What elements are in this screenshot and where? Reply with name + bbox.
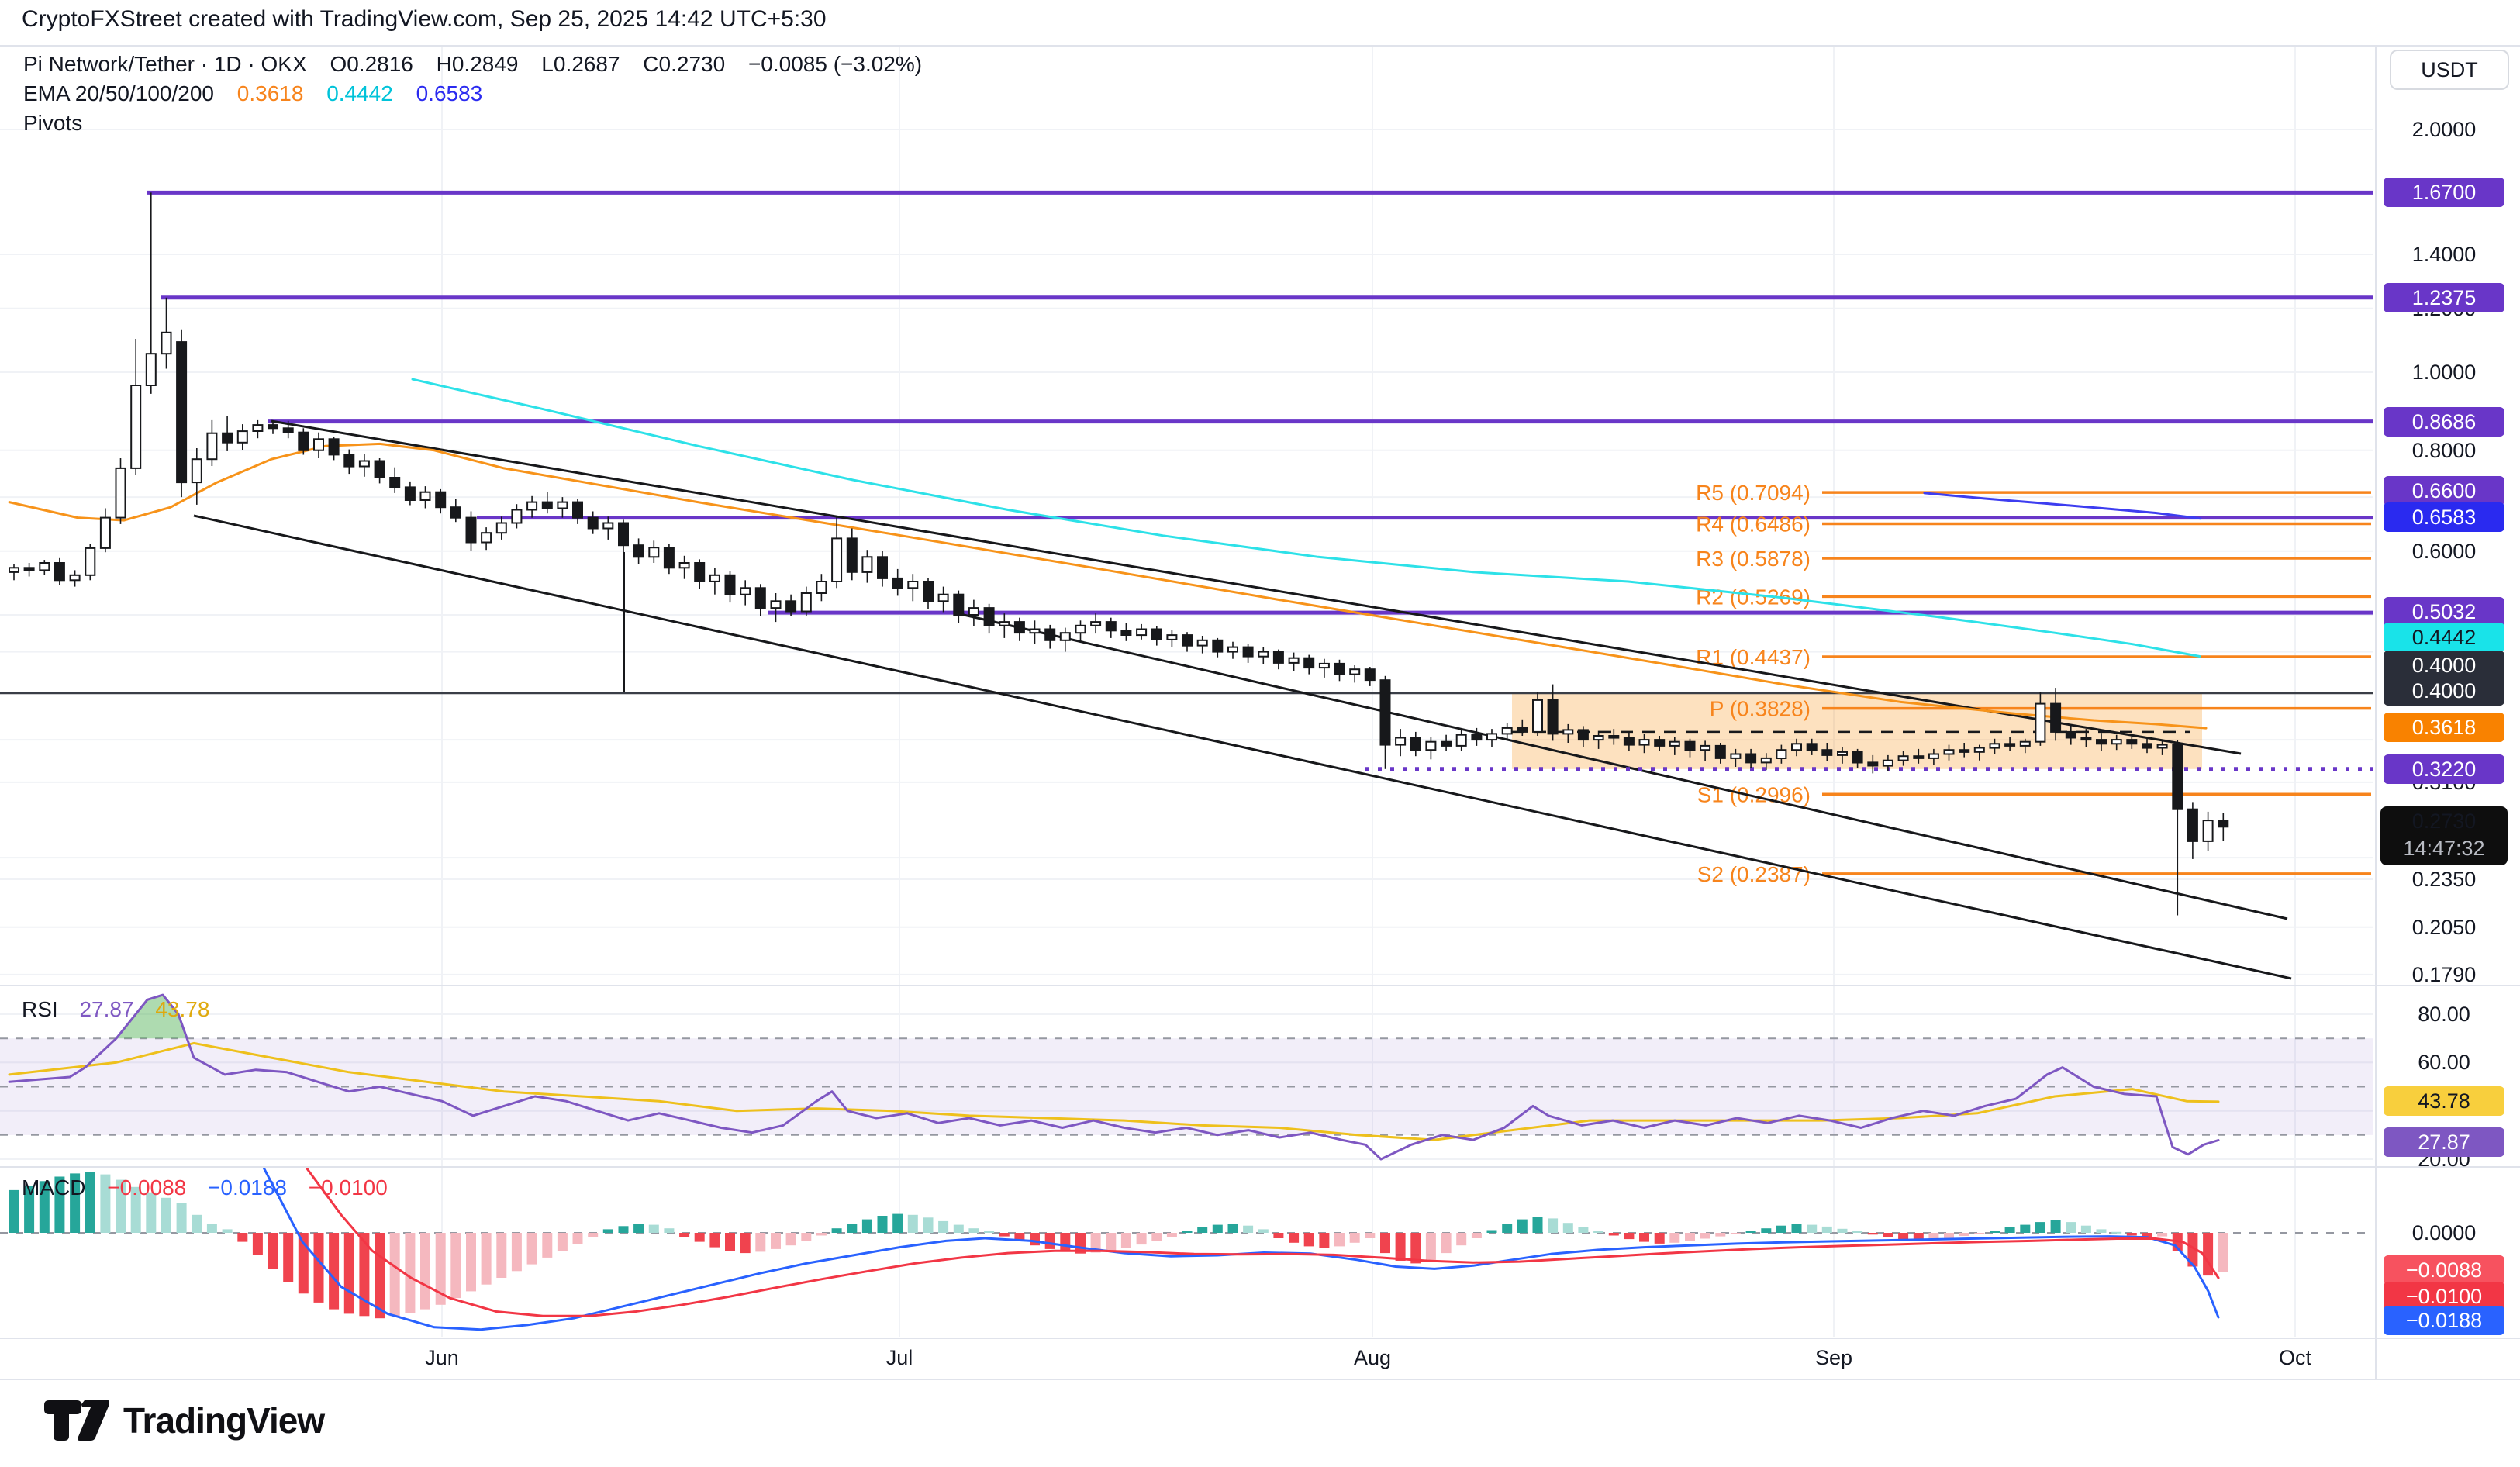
rsi-ma-line [8, 1041, 2220, 1141]
rsi-tick-label: 60.00 [2418, 1051, 2470, 1074]
svg-text:R2 (0.5269): R2 (0.5269) [1696, 585, 1811, 609]
time-axis-month-label: Jul [885, 1346, 913, 1369]
axis-price-badge: 1.2375 [2384, 283, 2504, 312]
symbol-row[interactable]: Pi Network/Tether · 1D · OKX O0.2816 H0.… [23, 50, 939, 79]
axis-price-badge: −0.0088 [2384, 1255, 2504, 1285]
macd-signal-value: −0.0100 [308, 1175, 388, 1199]
svg-text:R3 (0.5878): R3 (0.5878) [1696, 547, 1811, 571]
ema20-value: 0.3618 [236, 81, 304, 105]
trendlines[interactable] [193, 419, 2292, 980]
change-value: −0.0085 (−3.02%) [747, 52, 923, 76]
pivots-label[interactable]: Pivots [23, 111, 83, 135]
svg-text:P (0.3828): P (0.3828) [1710, 697, 1811, 721]
ema-indicator-row[interactable]: EMA 20/50/100/200 0.3618 0.4442 0.6583 [23, 79, 939, 109]
axis-price-badge: 0.4000 [2384, 676, 2504, 706]
axis-price-badge: 0.8686 [2384, 407, 2504, 437]
rsi-overbought-fill [116, 995, 188, 1039]
macd-hist-value: −0.0088 [107, 1175, 187, 1199]
tradingview-logo-icon [44, 1400, 109, 1441]
axis-price-badge: 0.6600 [2384, 476, 2504, 506]
price-tick-label: 0.2350 [2411, 868, 2477, 891]
ohlc-high: H0.2849 [436, 52, 519, 76]
macd-line [262, 1168, 2220, 1331]
candlestick-series[interactable] [9, 192, 2229, 916]
svg-text:S2 (0.2387): S2 (0.2387) [1697, 862, 1811, 886]
ema50-line [411, 378, 2201, 658]
tradingview-logo-text: TradingView [123, 1400, 325, 1441]
macd-signal-line [305, 1168, 2220, 1317]
axis-price-badge: 0.6583 [2384, 502, 2504, 532]
axis-price-badge: 27.87 [2384, 1127, 2504, 1157]
price-tick-label: 2.0000 [2411, 118, 2477, 141]
ema20-line [8, 442, 2208, 730]
ema-label[interactable]: EMA 20/50/100/200 [23, 81, 214, 105]
pivots-indicator-row[interactable]: Pivots [23, 109, 939, 138]
time-axis-month-label: Oct [2278, 1346, 2311, 1369]
month-gridlines [441, 46, 2296, 1337]
last-price-value: 0.2730 [2411, 809, 2477, 833]
ema50-value: 0.4442 [326, 81, 393, 105]
bar-countdown: 14:47:32 [2403, 837, 2485, 860]
rsi-tick-label: 80.00 [2418, 1003, 2470, 1026]
rsi-line [8, 993, 2220, 1161]
rsi-legend[interactable]: RSI 27.87 43.78 [22, 997, 225, 1022]
ohlc-close: C0.2730 [643, 52, 726, 76]
pane-divider-rsi[interactable] [0, 985, 2520, 986]
macd-line-value: −0.0188 [208, 1175, 288, 1199]
watermark: CryptoFXStreet created with TradingView.… [22, 6, 827, 32]
time-axis-border [0, 1338, 2520, 1339]
axis-price-badge: 0.3618 [2384, 713, 2504, 742]
pane-divider-top [0, 45, 2520, 47]
axis-price-badge: 0.4442 [2384, 623, 2504, 652]
price-tick-label: 1.0000 [2411, 361, 2477, 384]
axis-price-badge: 1.6700 [2384, 178, 2504, 207]
ohlc-low: L0.2687 [541, 52, 620, 76]
rsi-value: 27.87 [79, 997, 134, 1021]
axis-price-badge: 0.4000 [2384, 651, 2504, 680]
rsi-label[interactable]: RSI [22, 997, 58, 1021]
last-price-badge: 0.2730 14:47:32 [2380, 806, 2508, 865]
macd-histogram [9, 1172, 2228, 1319]
price-tick-label: 1.4000 [2411, 243, 2477, 266]
macd-legend[interactable]: MACD −0.0088 −0.0188 −0.0100 [22, 1175, 403, 1200]
macd-tick-label: 0.0000 [2411, 1221, 2477, 1244]
symbol-legend: Pi Network/Tether · 1D · OKX O0.2816 H0.… [23, 50, 939, 138]
time-axis-month-label: Sep [1814, 1346, 1853, 1369]
axis-price-badge: 0.3220 [2384, 754, 2504, 784]
axis-price-badge: 0.5032 [2384, 597, 2504, 626]
chart-bottom-border [0, 1379, 2520, 1380]
price-tick-label: 0.8000 [2411, 439, 2477, 462]
time-axis-month-label: Aug [1353, 1346, 1392, 1369]
ema100-line [1923, 492, 2202, 520]
price-tick-label: 0.1790 [2411, 963, 2477, 986]
macd-label[interactable]: MACD [22, 1175, 86, 1199]
axis-price-badge: −0.0188 [2384, 1306, 2504, 1335]
currency-toggle-button[interactable]: USDT [2390, 50, 2509, 90]
svg-text:R4 (0.6486): R4 (0.6486) [1696, 513, 1811, 537]
axis-price-badge: 43.78 [2384, 1086, 2504, 1116]
tradingview-logo[interactable]: TradingView [43, 1399, 325, 1442]
rsi-ma-value: 43.78 [155, 997, 210, 1021]
symbol-title[interactable]: Pi Network/Tether · 1D · OKX [23, 52, 307, 76]
time-axis-month-label: Jun [425, 1346, 459, 1369]
price-tick-label: 0.2050 [2411, 916, 2477, 939]
svg-text:R5 (0.7094): R5 (0.7094) [1696, 481, 1811, 505]
pane-divider-macd[interactable] [0, 1166, 2520, 1168]
price-axis-border [2375, 45, 2377, 1379]
ohlc-open: O0.2816 [330, 52, 413, 76]
price-tick-label: 0.6000 [2411, 540, 2477, 563]
pivot-levels: R5 (0.7094) R4 (0.6486) R3 (0.5878) R2 (0.5… [1696, 481, 2371, 886]
ema100-value: 0.6583 [416, 81, 483, 105]
